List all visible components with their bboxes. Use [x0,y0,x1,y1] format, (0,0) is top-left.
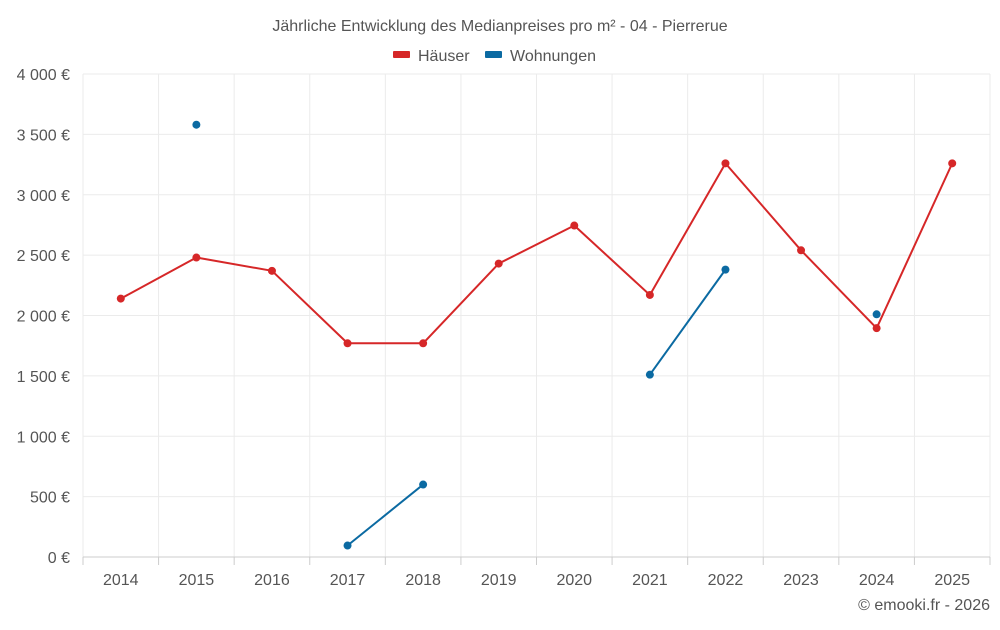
x-tick-label: 2015 [179,572,215,589]
legend-label-haeuser[interactable]: Häuser [418,48,470,65]
data-point[interactable] [645,370,654,379]
series-line-segment [422,262,500,345]
series-line-segment [648,268,727,376]
data-point[interactable] [872,310,881,319]
data-point[interactable] [419,339,428,348]
y-tick-label: 500 € [30,490,70,507]
data-point[interactable] [267,266,276,275]
data-point[interactable] [948,159,957,168]
x-tick-label: 2014 [103,572,139,589]
data-point[interactable] [116,294,125,303]
x-tick-label: 2023 [783,572,819,589]
x-tick-label: 2019 [481,572,517,589]
data-point[interactable] [343,339,352,348]
legend-swatch-wohnungen [485,51,502,58]
series-layer [116,120,957,550]
data-point[interactable] [645,290,654,299]
x-tick-label: 2024 [859,572,895,589]
y-tick-label: 2 500 € [17,248,70,265]
data-point[interactable] [570,221,579,230]
data-point[interactable] [872,324,881,333]
series-line-segment [800,249,878,330]
series-line-segment [270,269,349,345]
y-tick-label: 1 000 € [17,429,70,446]
y-axis: 0 € 500 € 1 000 € 1 500 € 2 000 € 2 500 € 3 00… [17,67,70,567]
y-tick-label: 1 500 € [17,369,70,386]
legend-swatch-haeuser [393,51,410,58]
chart-title: Jährliche Entwicklung des Medianpreises … [272,18,727,35]
series-line-segment [648,162,727,296]
series-line-segment [875,162,954,330]
series-line-segment [497,224,576,265]
x-tick-label: 2020 [556,572,592,589]
legend-label-wohnungen[interactable]: Wohnungen [510,48,596,65]
legend: Häuser Wohnungen [393,48,596,65]
data-point[interactable] [343,541,352,550]
series-line-segment [119,256,198,300]
y-tick-label: 3 500 € [17,127,70,144]
x-axis: 2014 2015 2016 2017 2018 2019 2020 2021 2022 2023… [103,572,970,589]
x-tick-label: 2016 [254,572,290,589]
series-line-segment [195,256,273,272]
series-line-segment [724,162,803,252]
axes [82,556,991,565]
data-point[interactable] [721,159,730,168]
x-tick-label: 2018 [405,572,441,589]
y-tick-label: 2 000 € [17,309,70,326]
data-point[interactable] [494,259,503,268]
data-point[interactable] [192,120,201,129]
series-line-segment [573,224,651,296]
credit-text: © emooki.fr - 2026 [858,597,990,614]
y-tick-label: 4 000 € [17,67,70,84]
y-tick-label: 3 000 € [17,188,70,205]
data-point[interactable] [192,253,201,262]
series-0 [116,159,957,348]
data-point[interactable] [797,246,806,255]
x-tick-label: 2022 [708,572,744,589]
x-tick-label: 2017 [330,572,366,589]
x-tick-label: 2021 [632,572,668,589]
series-1 [192,120,881,550]
series-line-segment [346,483,425,547]
x-tick-label: 2025 [934,572,970,589]
data-point[interactable] [721,265,730,274]
grid [82,73,991,557]
data-point[interactable] [419,480,428,489]
y-tick-label: 0 € [48,550,70,567]
